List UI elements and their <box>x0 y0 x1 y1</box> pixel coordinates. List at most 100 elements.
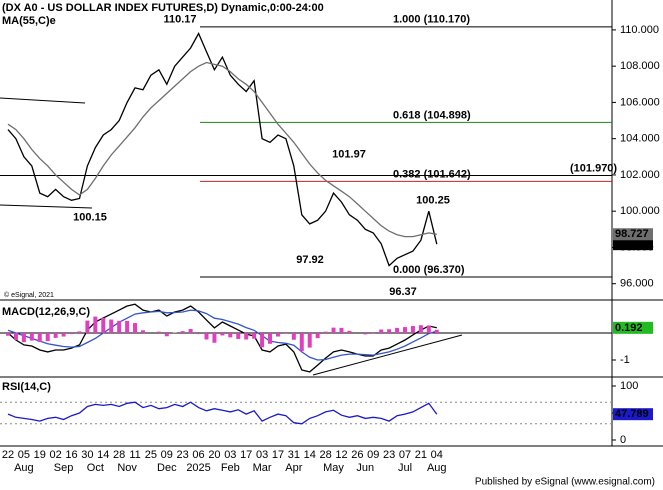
x-tick-label: 06 <box>192 449 204 461</box>
x-tick-label: 09 <box>161 449 173 461</box>
histogram-bar <box>275 333 280 337</box>
histogram-bar <box>117 320 122 334</box>
histogram-bar <box>164 333 169 337</box>
histogram-bar <box>140 330 145 334</box>
histogram-bar <box>61 333 66 337</box>
histogram-bar <box>260 333 265 348</box>
histogram-bar <box>21 333 26 343</box>
x-tick-label: 21 <box>415 449 427 461</box>
y-tick-label: 96.000 <box>620 278 654 290</box>
x-month-label: May <box>323 462 344 474</box>
histogram-bar <box>133 323 138 334</box>
x-month-label: Sep <box>54 462 74 474</box>
x-tick-label: 16 <box>65 449 77 461</box>
x-month-label: Nov <box>117 462 137 474</box>
histogram-bar <box>228 333 233 338</box>
histogram-bar <box>371 333 376 334</box>
histogram-bar <box>188 328 193 334</box>
x-tick-label: 05 <box>18 449 30 461</box>
annotation: 96.37 <box>389 286 417 298</box>
y-tick-label: 102.000 <box>620 169 660 181</box>
indicator-label: MACD(12,26,9,C) <box>2 306 90 318</box>
histogram-bar <box>69 333 74 335</box>
x-month-label: Aug <box>427 462 447 474</box>
fib-label: 0.382 (101.642) <box>393 168 471 180</box>
y-tick-label: -1 <box>620 354 630 366</box>
trend-line <box>312 334 463 376</box>
x-tick-label: 28 <box>319 449 331 461</box>
histogram-bar <box>268 333 273 344</box>
x-tick-label: 28 <box>113 449 125 461</box>
histogram-bar <box>13 333 18 341</box>
histogram-bar <box>204 333 209 340</box>
value-label: 98.180 <box>615 238 649 250</box>
y-tick-label: 100 <box>620 380 638 392</box>
y-tick-label: 110.000 <box>620 24 659 36</box>
x-tick-label: 19 <box>34 449 46 461</box>
histogram-bar <box>125 320 130 334</box>
annotation: 97.92 <box>296 254 324 266</box>
x-tick-label: 03 <box>256 449 268 461</box>
x-month-label: Oct <box>87 462 104 474</box>
histogram-bar <box>156 331 161 334</box>
x-month-label: Apr <box>285 462 302 474</box>
histogram-bar <box>252 333 257 339</box>
source: © eSignal, 2021 <box>4 291 54 299</box>
histogram-bar <box>53 333 58 338</box>
histogram-bar <box>244 333 249 340</box>
series-line <box>7 303 437 373</box>
x-tick-label: 07 <box>399 449 411 461</box>
x-tick-label: 23 <box>383 449 395 461</box>
series-line <box>7 401 438 425</box>
histogram-bar <box>299 333 304 352</box>
histogram-bar <box>220 333 225 336</box>
trend-line <box>0 204 93 209</box>
x-tick-label: 25 <box>145 449 157 461</box>
y-tick-label: 108.000 <box>620 60 660 72</box>
histogram-bar <box>212 333 217 343</box>
x-month-label: Feb <box>221 462 240 474</box>
annotation: 101.97 <box>332 148 366 160</box>
fib-label: 1.000 (110.170) <box>393 14 470 26</box>
trend-line <box>0 97 86 104</box>
value-label-box <box>613 408 653 421</box>
histogram-bar <box>101 317 106 334</box>
x-month-label: Aug <box>14 462 34 474</box>
histogram-bar <box>410 326 415 334</box>
histogram-bar <box>37 333 42 342</box>
value-label-box <box>613 321 653 334</box>
fib-label: 0.618 (104.898) <box>393 109 471 121</box>
annotation: 110.17 <box>163 14 196 26</box>
histogram-bar <box>85 320 90 334</box>
x-tick-label: 09 <box>367 449 379 461</box>
histogram-bar <box>283 333 288 334</box>
histogram-bar <box>77 331 82 334</box>
x-tick-label: 20 <box>208 449 220 461</box>
histogram-bar <box>315 333 320 339</box>
histogram-bar <box>347 330 352 334</box>
x-month-label: 2025 <box>186 462 210 474</box>
annotation: 100.25 <box>416 195 450 207</box>
series-line <box>7 309 437 361</box>
x-tick-label: 11 <box>129 449 140 461</box>
histogram-bar <box>331 327 336 334</box>
x-tick-label: 04 <box>431 449 443 461</box>
x-tick-label: 23 <box>177 449 189 461</box>
indicator-label: RSI(14,C) <box>2 381 51 393</box>
series-line <box>7 32 438 267</box>
x-tick-label: 12 <box>335 449 347 461</box>
histogram-bar <box>29 333 34 341</box>
histogram-bar <box>172 332 177 334</box>
histogram-bar <box>109 319 114 334</box>
y-tick-label: 104.000 <box>620 133 660 145</box>
footer: Published by eSignal (www.esignal.com) <box>475 477 655 488</box>
fib-label: 0.000 (96.370) <box>393 264 465 276</box>
x-tick-label: 17 <box>240 449 252 461</box>
chart-title: (DX A0 - US DOLLAR INDEX FUTURES,D) Dyna… <box>2 2 324 14</box>
hline-label: (101.970) <box>570 162 617 174</box>
x-month-label: Jul <box>398 462 412 474</box>
histogram-bar <box>387 329 392 334</box>
x-tick-label: 02 <box>50 449 62 461</box>
